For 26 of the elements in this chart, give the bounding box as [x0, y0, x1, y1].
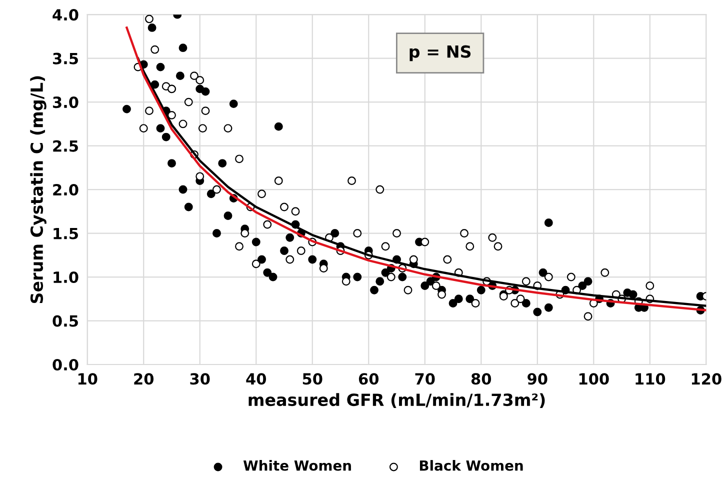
y-tick-label: 0.5 — [52, 315, 78, 327]
x-tick-label: 100 — [579, 373, 609, 385]
y-tick-label: 3.5 — [52, 52, 78, 64]
x-tick-label: 60 — [358, 373, 379, 385]
y-tick-label: 1.5 — [54, 228, 78, 240]
y-tick-label: 1.0 — [54, 271, 78, 284]
x-axis-title: measured GFR (mL/min/1.73m²) — [248, 393, 545, 408]
y-tick-label: 4.0 — [52, 9, 78, 21]
x-tick-label: 70 — [415, 373, 435, 385]
x-tick-label: 90 — [528, 373, 548, 385]
x-tick-label: 40 — [246, 373, 266, 385]
annotation: p = NS — [410, 45, 471, 62]
legend-label: Black Women — [420, 460, 523, 471]
x-tick-label: 50 — [302, 373, 322, 385]
legend-label: White Women — [243, 460, 351, 471]
y-axis-title: Serum Cystatin C (mg/L) — [30, 76, 46, 304]
x-tick-label: 110 — [636, 373, 666, 385]
x-tick-label: 20 — [134, 373, 154, 385]
x-tick-label: 10 — [78, 373, 98, 385]
y-tick-label: 0.0 — [52, 358, 78, 371]
y-tick-label: 2.0 — [53, 184, 78, 196]
x-tick-label: 30 — [190, 373, 210, 385]
y-tick-label: 2.5 — [53, 140, 78, 152]
x-tick-label: 80 — [471, 373, 492, 385]
y-tick-label: 3.0 — [52, 96, 78, 108]
x-tick-label: 120 — [692, 373, 722, 385]
